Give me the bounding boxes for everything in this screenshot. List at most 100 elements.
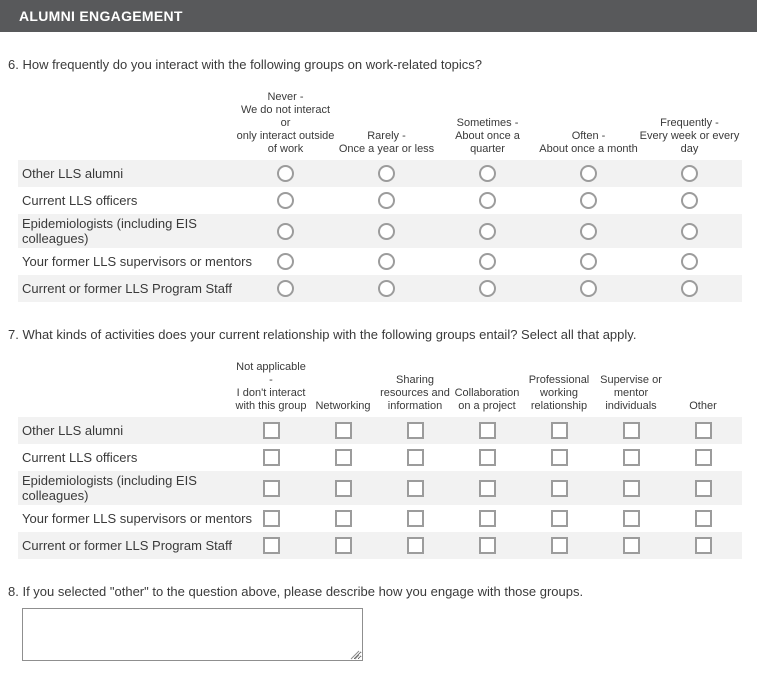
q6-radio-row0-col0[interactable]	[277, 165, 294, 182]
q6-radio-row1-col3[interactable]	[580, 192, 597, 209]
q7-checkbox-row2-col3[interactable]	[478, 479, 496, 497]
q6-radio-row4-col4[interactable]	[681, 280, 698, 297]
q7-checkbox-row1-col4[interactable]	[550, 449, 568, 466]
q6-column-header: Never - We do not interact or only inter…	[236, 91, 335, 155]
q7-checkbox-row4-col0[interactable]	[262, 537, 280, 554]
q7-column-header: Not applicable - I don't interact with t…	[235, 361, 307, 412]
q7-cell	[235, 510, 307, 527]
q7-checkbox-row0-col0[interactable]	[262, 422, 280, 439]
q7-checkbox-row3-col4[interactable]	[550, 510, 568, 527]
q6-radio-row2-col1[interactable]	[378, 222, 395, 240]
q6-cell	[538, 280, 639, 297]
q6-radio-row2-col0[interactable]	[277, 222, 294, 240]
q7-checkbox-row2-col0[interactable]	[262, 479, 280, 497]
q6-radio-row3-col2[interactable]	[479, 253, 496, 270]
q7-checkbox-row4-col6[interactable]	[694, 537, 712, 554]
q7-column-header-cell: Not applicable - I don't interact with t…	[235, 361, 307, 413]
q7-column-header-cell: Supervise or mentor individuals	[595, 374, 667, 413]
q7-row-label: Current or former LLS Program Staff	[22, 538, 233, 553]
q6-radio-row1-col2[interactable]	[479, 192, 496, 209]
q6-cell	[336, 280, 437, 297]
q7-checkbox-row4-col1[interactable]	[334, 537, 352, 554]
q6-radio-row2-col2[interactable]	[479, 222, 496, 240]
q7-cell	[451, 422, 523, 439]
q6-radio-row0-col3[interactable]	[580, 165, 597, 182]
q6-cell	[538, 192, 639, 209]
q7-row-label-cell: Epidemiologists (including EIS colleague…	[18, 471, 235, 505]
q7-cell	[307, 422, 379, 439]
q7-cell	[667, 449, 739, 466]
q6-radio-row0-col2[interactable]	[479, 165, 496, 182]
q7-row-2: Epidemiologists (including EIS colleague…	[18, 471, 742, 505]
q6-row-label: Your former LLS supervisors or mentors	[22, 254, 253, 269]
q7-checkbox-row0-col5[interactable]	[622, 422, 640, 439]
q7-checkbox-row4-col3[interactable]	[478, 537, 496, 554]
q6-cell	[437, 253, 538, 270]
q6-row-label: Epidemiologists (including EIS colleague…	[22, 216, 197, 246]
q7-checkbox-row2-col6[interactable]	[694, 479, 712, 497]
q7-checkbox-row0-col2[interactable]	[406, 422, 424, 439]
q7-checkbox-row3-col1[interactable]	[334, 510, 352, 527]
q7-checkbox-row1-col1[interactable]	[334, 449, 352, 466]
q6-cell	[538, 222, 639, 240]
q7-row-label-cell: Current LLS officers	[18, 448, 235, 467]
q6-radio-row4-col1[interactable]	[378, 280, 395, 297]
q6-radio-row3-col0[interactable]	[277, 253, 294, 270]
q6-radio-row1-col1[interactable]	[378, 192, 395, 209]
q7-checkbox-row2-col4[interactable]	[550, 479, 568, 497]
q7-checkbox-row4-col4[interactable]	[550, 537, 568, 554]
q7-checkbox-row4-col2[interactable]	[406, 537, 424, 554]
q7-checkbox-row1-col6[interactable]	[694, 449, 712, 466]
q7-checkbox-row2-col1[interactable]	[334, 479, 352, 497]
q7-checkbox-row1-col2[interactable]	[406, 449, 424, 466]
q7-checkbox-row1-col0[interactable]	[262, 449, 280, 466]
q7-checkbox-row0-col1[interactable]	[334, 422, 352, 439]
q6-radio-row0-col4[interactable]	[681, 165, 698, 182]
q7-column-header: Other	[689, 400, 717, 412]
q6-row-label: Other LLS alumni	[22, 166, 124, 181]
q6-cell	[639, 222, 740, 240]
q7-checkbox-row2-col5[interactable]	[622, 479, 640, 497]
q7-checkbox-row3-col5[interactable]	[622, 510, 640, 527]
q6-radio-row2-col4[interactable]	[681, 222, 698, 240]
q7-checkbox-row3-col6[interactable]	[694, 510, 712, 527]
q7-checkbox-row0-col4[interactable]	[550, 422, 568, 439]
q7-checkbox-row2-col2[interactable]	[406, 479, 424, 497]
q7-cell	[235, 449, 307, 466]
q6-row-2: Epidemiologists (including EIS colleague…	[18, 214, 742, 248]
q6-radio-row1-col0[interactable]	[277, 192, 294, 209]
q6-cell	[235, 165, 336, 182]
q7-checkbox-row1-col5[interactable]	[622, 449, 640, 466]
q6-radio-row4-col2[interactable]	[479, 280, 496, 297]
q6-radio-row4-col0[interactable]	[277, 280, 294, 297]
q7-checkbox-row3-col0[interactable]	[262, 510, 280, 527]
q6-cell	[437, 222, 538, 240]
q7-checkbox-row1-col3[interactable]	[478, 449, 496, 466]
q7-column-header: Professional working relationship	[528, 374, 590, 412]
q7-checkbox-row0-col6[interactable]	[694, 422, 712, 439]
q6-radio-row3-col4[interactable]	[681, 253, 698, 270]
q8-answer-wrap	[22, 608, 363, 666]
q6-radio-row3-col3[interactable]	[580, 253, 597, 270]
q7-row-label-cell: Your former LLS supervisors or mentors	[18, 509, 252, 528]
q6-header-row: Never - We do not interact or only inter…	[18, 91, 742, 160]
q7-checkbox-row4-col5[interactable]	[622, 537, 640, 554]
q6-column-header: Sometimes - About once a quarter	[455, 117, 520, 155]
q6-radio-row3-col1[interactable]	[378, 253, 395, 270]
q6-radio-row1-col4[interactable]	[681, 192, 698, 209]
q7-checkbox-row0-col3[interactable]	[478, 422, 496, 439]
q7-cell	[235, 537, 307, 554]
q8-answer-textarea[interactable]	[22, 608, 363, 661]
q6-row-0: Other LLS alumni	[18, 160, 742, 187]
q7-column-header: Collaboration on a project	[454, 387, 520, 412]
q6-radio-row4-col3[interactable]	[580, 280, 597, 297]
q6-row-label-cell: Epidemiologists (including EIS colleague…	[18, 214, 235, 248]
q7-checkbox-row3-col2[interactable]	[406, 510, 424, 527]
q6-radio-row2-col3[interactable]	[580, 222, 597, 240]
q6-radio-row0-col1[interactable]	[378, 165, 395, 182]
q7-checkbox-row3-col3[interactable]	[478, 510, 496, 527]
q6-row-label-cell: Current or former LLS Program Staff	[18, 279, 235, 298]
q7-row-0: Other LLS alumni	[18, 417, 742, 444]
q6-cell	[437, 280, 538, 297]
q6-cell	[538, 253, 639, 270]
